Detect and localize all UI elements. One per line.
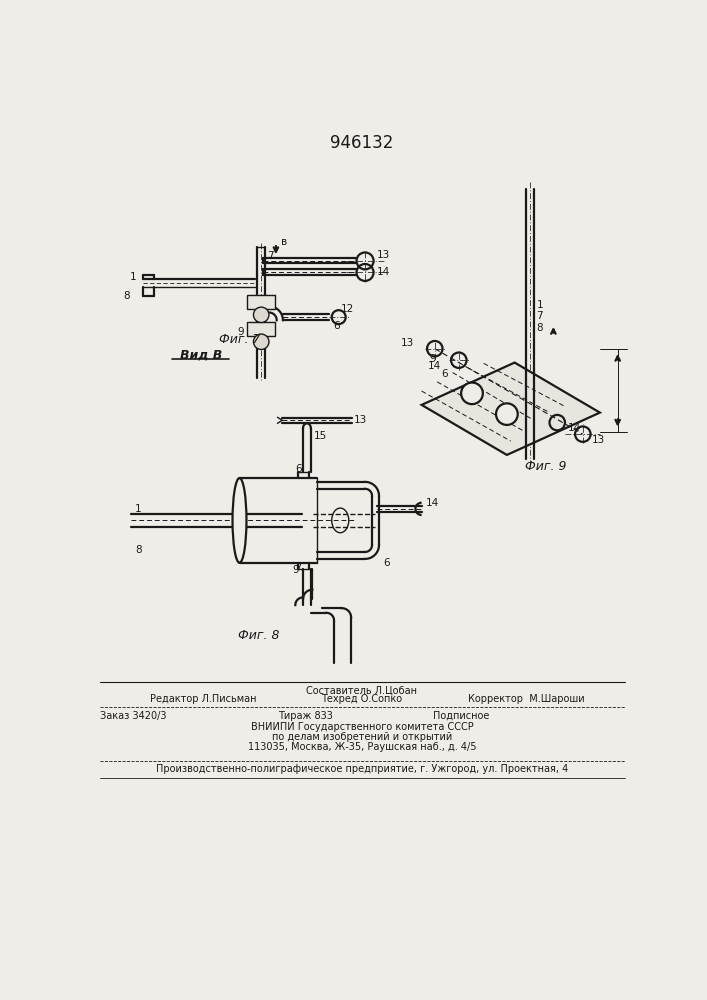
Text: Вид В: Вид В [180,348,222,361]
Text: 8: 8 [537,323,543,333]
Text: 9: 9 [293,565,299,575]
Text: 6: 6 [333,321,340,331]
Circle shape [253,334,269,349]
Text: 113035, Москва, Ж-35, Раушская наб., д. 4/5: 113035, Москва, Ж-35, Раушская наб., д. … [247,742,477,752]
Text: 7: 7 [267,251,274,261]
Circle shape [496,403,518,425]
Text: в: в [281,237,287,247]
Text: Составитель Л.Цобан: Составитель Л.Цобан [306,686,417,696]
Text: Корректор  М.Шароши: Корректор М.Шароши [468,694,585,704]
Text: Фиг. 8: Фиг. 8 [238,629,280,642]
Text: 15: 15 [314,431,327,441]
Text: 14: 14 [567,423,580,433]
Text: 13: 13 [592,435,605,445]
Text: Редактор Л.Письман: Редактор Л.Письман [151,694,257,704]
Text: Подписное: Подписное [433,711,490,721]
Text: 7: 7 [537,311,543,321]
Text: 14: 14 [377,267,390,277]
Text: Производственно-полиграфическое предприятие, г. Ужгород, ул. Проектная, 4: Производственно-полиграфическое предприя… [156,764,568,774]
Ellipse shape [233,478,247,563]
Text: Техред О.Сопко: Техред О.Сопко [321,694,402,704]
Text: по делам изобретений и открытий: по делам изобретений и открытий [271,732,452,742]
Bar [247,295,275,309]
Text: 13: 13 [377,250,390,260]
Text: 6: 6 [383,558,390,568]
Text: 6: 6 [441,369,448,379]
Text: 1: 1 [135,504,141,514]
Bar [247,322,275,336]
Text: 13: 13 [401,338,414,348]
Text: 1: 1 [537,300,543,310]
Text: Фиг. 7: Фиг. 7 [218,333,260,346]
Text: 946132: 946132 [330,134,394,152]
Text: 9: 9 [238,327,244,337]
Polygon shape [421,363,600,455]
Text: 6: 6 [296,464,302,474]
Text: 14: 14 [428,361,441,371]
Text: 7: 7 [296,562,302,572]
Text: Тираж 833: Тираж 833 [279,711,333,721]
Text: 8: 8 [123,291,129,301]
Text: 12: 12 [341,304,354,314]
Text: Фиг. 9: Фиг. 9 [525,460,566,473]
Text: 8: 8 [135,545,141,555]
Text: 13: 13 [354,415,367,425]
Text: 1: 1 [130,272,136,282]
Circle shape [253,307,269,323]
Circle shape [461,383,483,404]
Text: 9: 9 [429,354,436,364]
Text: 14: 14 [426,498,439,508]
Text: ВНИИПИ Государственного комитета СССР: ВНИИПИ Государственного комитета СССР [250,722,473,732]
Text: Заказ 3420/3: Заказ 3420/3 [100,711,167,721]
